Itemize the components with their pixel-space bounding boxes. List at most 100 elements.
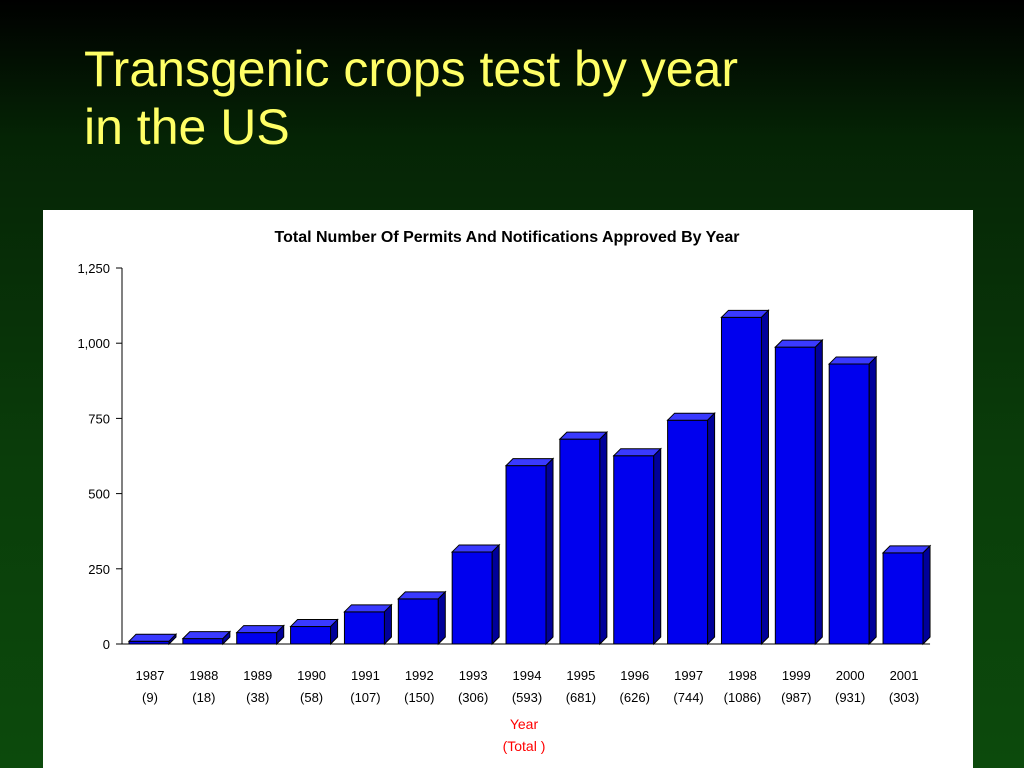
x-tick-label-total: (303) bbox=[889, 690, 919, 705]
bar-side bbox=[222, 630, 231, 646]
bar-side bbox=[545, 457, 554, 646]
slide-title-line-2: in the US bbox=[84, 99, 290, 155]
x-tick-label-year: 2000 bbox=[836, 668, 865, 683]
bar-front bbox=[667, 419, 709, 645]
bar-front bbox=[882, 552, 924, 645]
bar-side bbox=[868, 355, 877, 646]
x-tick-label-total: (58) bbox=[300, 690, 323, 705]
slide-title-line-1: Transgenic crops test by year bbox=[84, 41, 738, 97]
x-tick-label-total: (9) bbox=[142, 690, 158, 705]
bar-top bbox=[558, 431, 609, 440]
x-tick-label-year: 1989 bbox=[243, 668, 272, 683]
x-tick-label-year: 1998 bbox=[728, 668, 757, 683]
x-tick-label-year: 1999 bbox=[782, 668, 811, 683]
bar bbox=[504, 457, 555, 646]
bar-front bbox=[613, 455, 655, 645]
bar-front bbox=[774, 346, 816, 645]
x-tick-label-total: (38) bbox=[246, 690, 269, 705]
bar-front bbox=[343, 611, 385, 645]
x-tick-label-total: (931) bbox=[835, 690, 865, 705]
y-tick-label: 0 bbox=[103, 637, 110, 652]
bar-top bbox=[127, 633, 178, 642]
x-axis-label: Year bbox=[510, 716, 539, 732]
bar-top bbox=[720, 309, 770, 318]
y-tick-label: 500 bbox=[88, 487, 110, 502]
bar-front bbox=[236, 632, 278, 645]
bar-side bbox=[653, 447, 662, 646]
x-tick-label-total: (744) bbox=[673, 690, 703, 705]
bar-chart: Total Number Of Permits And Notification… bbox=[77, 229, 932, 754]
bar-top bbox=[397, 591, 447, 600]
x-tick-label-total: (987) bbox=[781, 690, 811, 705]
y-tick-label: 1,250 bbox=[77, 261, 110, 276]
bar-side bbox=[276, 624, 285, 646]
bar-side bbox=[491, 543, 500, 646]
x-tick-label-year: 1988 bbox=[189, 668, 218, 683]
x-tick-label-year: 1991 bbox=[351, 668, 380, 683]
bar-top bbox=[181, 631, 232, 640]
bar bbox=[289, 618, 339, 646]
x-axis-sublabel: (Total ) bbox=[503, 738, 546, 754]
bars bbox=[127, 309, 932, 646]
x-tick-label-year: 1987 bbox=[136, 668, 165, 683]
bar-top bbox=[612, 448, 662, 457]
bar-top bbox=[827, 356, 878, 365]
x-tick-label-year: 1996 bbox=[620, 668, 649, 683]
x-tick-label-year: 2001 bbox=[890, 668, 919, 683]
x-axis-ticks: 1987 (9) 1988 (18) 1989 (38) 1990 (58) 1991 (107)… bbox=[136, 668, 920, 705]
y-tick-label: 750 bbox=[88, 411, 110, 426]
bar bbox=[127, 633, 178, 646]
bar-side bbox=[168, 633, 177, 646]
bar bbox=[397, 590, 447, 646]
bar-side bbox=[330, 618, 339, 646]
bar bbox=[450, 543, 501, 646]
bar-side bbox=[760, 309, 769, 646]
bar bbox=[343, 603, 393, 646]
slide-title: Transgenic crops test by year in the US bbox=[84, 40, 964, 156]
x-tick-label-total: (626) bbox=[620, 690, 650, 705]
y-tick-label: 250 bbox=[88, 562, 110, 577]
x-tick-label-year: 1993 bbox=[459, 668, 488, 683]
bar-side bbox=[383, 603, 392, 646]
x-tick-label-total: (593) bbox=[512, 690, 542, 705]
x-tick-label-total: (681) bbox=[566, 690, 596, 705]
chart-panel: Total Number Of Permits And Notification… bbox=[43, 210, 973, 768]
bar-top bbox=[666, 412, 716, 421]
x-tick-label-total: (1086) bbox=[724, 690, 762, 705]
x-tick-label-year: 1997 bbox=[674, 668, 703, 683]
bar bbox=[558, 430, 609, 646]
bar-front bbox=[397, 598, 439, 645]
bar-front bbox=[451, 551, 493, 645]
x-tick-label-year: 1994 bbox=[513, 668, 542, 683]
x-tick-label-total: (150) bbox=[404, 690, 434, 705]
x-tick-label-total: (18) bbox=[192, 690, 215, 705]
bar bbox=[181, 630, 232, 646]
bar-top bbox=[774, 339, 824, 348]
bar-top bbox=[235, 625, 285, 634]
bar bbox=[881, 544, 932, 646]
bar bbox=[666, 411, 716, 646]
bar-front bbox=[828, 363, 870, 645]
y-tick-label: 1,000 bbox=[77, 336, 110, 351]
chart-title: Total Number Of Permits And Notification… bbox=[275, 229, 740, 246]
bar-side bbox=[599, 430, 608, 646]
bar bbox=[235, 624, 285, 646]
bar-front bbox=[505, 465, 547, 645]
bar-front bbox=[182, 638, 224, 645]
bar-top bbox=[343, 604, 393, 613]
bar bbox=[774, 338, 824, 646]
bar-top bbox=[504, 458, 555, 467]
bar-top bbox=[881, 545, 932, 554]
x-tick-label-total: (107) bbox=[350, 690, 380, 705]
bar bbox=[827, 355, 878, 646]
bar-side bbox=[814, 338, 823, 646]
bar-top bbox=[289, 619, 339, 628]
x-tick-label-year: 1995 bbox=[566, 668, 595, 683]
bar-top bbox=[450, 544, 501, 553]
bar-front bbox=[720, 316, 762, 645]
bar bbox=[720, 309, 770, 646]
x-tick-label-year: 1990 bbox=[297, 668, 326, 683]
bar bbox=[612, 447, 662, 646]
x-tick-label-total: (306) bbox=[458, 690, 488, 705]
bar-side bbox=[707, 411, 716, 646]
